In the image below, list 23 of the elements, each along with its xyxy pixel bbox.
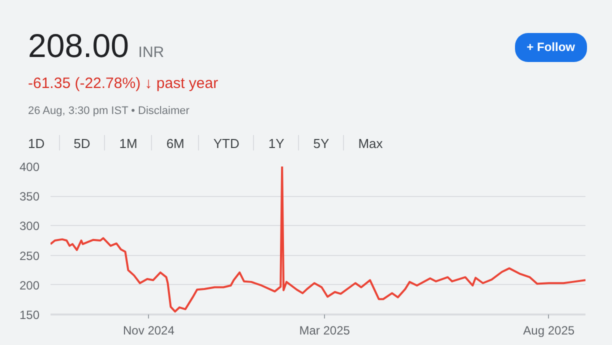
text: 5D — [58, 135, 104, 154]
text: 5Y — [298, 135, 344, 154]
text: 1Y — [253, 135, 298, 154]
text: 1D — [27, 135, 46, 154]
x-tick-label: Nov 2024 — [123, 324, 175, 338]
text: YTD — [198, 135, 254, 154]
text: + Follow — [514, 33, 587, 62]
text: 26 Aug, 3:30 pm IST • Disclaimer — [28, 104, 190, 119]
y-tick-label: 350 — [19, 190, 40, 204]
x-tick-label: Aug 2025 — [523, 324, 575, 338]
text: Max — [343, 135, 397, 154]
chart-title: 208.00 — [28, 27, 129, 64]
y-tick-label: 200 — [19, 278, 40, 292]
x-tick-label: Mar 2025 — [299, 324, 350, 338]
y-tick-label: 400 — [19, 160, 40, 174]
y-tick-label: 150 — [19, 308, 40, 322]
text: 1M — [104, 135, 152, 154]
y-tick-label: 300 — [19, 219, 40, 234]
chart-subtitle: -61.35 (-22.78%) ↓ past year — [28, 74, 220, 94]
text: INR — [138, 44, 164, 61]
line-series — [50, 166, 586, 313]
text: 6M — [151, 135, 198, 154]
y-tick-label: 250 — [19, 248, 40, 263]
